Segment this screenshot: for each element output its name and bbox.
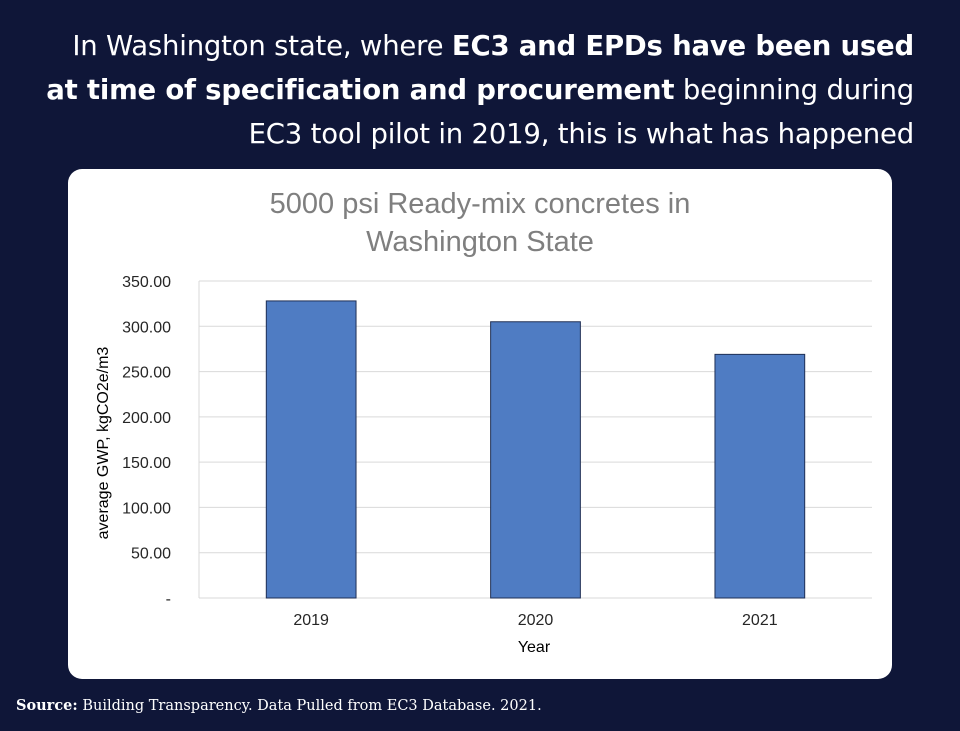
- x-tick-label: 2020: [518, 612, 554, 629]
- source-note: Source: Building Transparency. Data Pull…: [16, 697, 542, 714]
- bar-2020: [490, 321, 581, 599]
- y-axis-title: average GWP, kgCO2e/m3: [95, 347, 112, 540]
- headline-part-1: In Washington state, where: [72, 30, 452, 62]
- y-tick-label: 350.00: [122, 274, 171, 291]
- chart-title-line-1: 5000 psi Ready-mix concretes in: [270, 188, 691, 220]
- source-text: Building Transparency. Data Pulled from …: [82, 698, 542, 714]
- headline-bold-text: EC3 and EPDs have been used at time of s…: [46, 30, 914, 106]
- y-tick-label: 300.00: [122, 319, 171, 336]
- chart-title-line-2: Washington State: [366, 226, 594, 258]
- headline: In Washington state, where EC3 and EPDs …: [34, 24, 914, 156]
- headline-part-2: beginning during EC3 tool pilot in 2019,…: [248, 74, 915, 150]
- bar-2021: [714, 353, 806, 599]
- x-axis-title: Year: [518, 639, 551, 656]
- y-tick-label: 200.00: [122, 410, 171, 427]
- bars: [265, 300, 806, 599]
- y-tick-label: 150.00: [122, 455, 171, 472]
- bar-2019: [265, 300, 357, 599]
- y-tick-label: 100.00: [122, 500, 171, 517]
- chart-panel: 5000 psi Ready-mix concretes in Washingt…: [68, 169, 892, 679]
- source-label: Source:: [16, 697, 78, 714]
- y-tick-label: 50.00: [131, 546, 171, 563]
- y-tick-label: -: [166, 591, 171, 608]
- bar-chart: 5000 psi Ready-mix concretes in Washingt…: [95, 188, 872, 656]
- x-tick-label: 2019: [293, 612, 329, 629]
- y-tick-label: 250.00: [122, 365, 171, 382]
- x-axis-ticks: 2019 2020 2021: [293, 612, 777, 629]
- y-axis-ticks: - 50.00 100.00 150.00 200.00 250.00 300.00 350.…: [122, 274, 171, 608]
- x-tick-label: 2021: [742, 612, 778, 629]
